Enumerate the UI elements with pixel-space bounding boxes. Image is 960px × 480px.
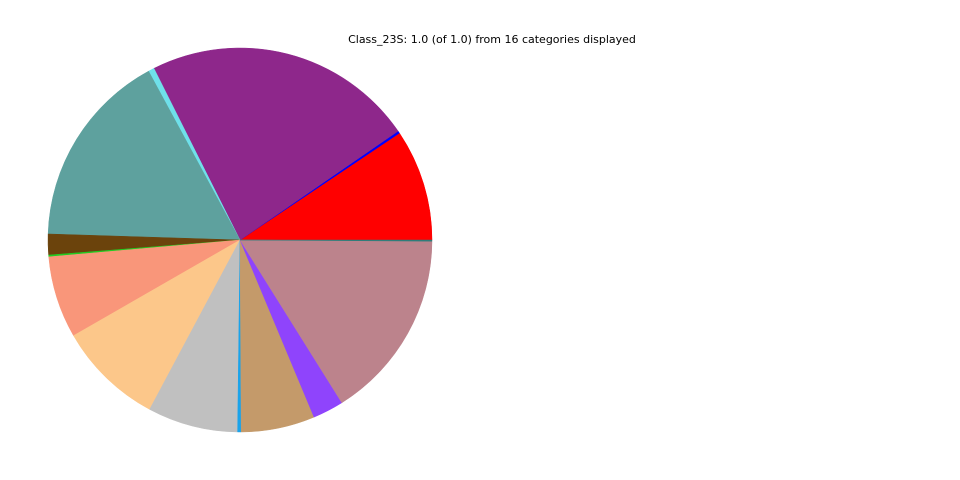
pie-slice-15 bbox=[239, 239, 433, 242]
pie-slice-3 bbox=[153, 47, 399, 241]
pie-slice-9 bbox=[73, 239, 241, 410]
pie-slice-14 bbox=[239, 239, 433, 404]
pie-slice-1 bbox=[239, 132, 433, 241]
pie-slice-5 bbox=[47, 70, 241, 241]
chart-title: Class_23S: 1.0 (of 1.0) from 16 categori… bbox=[348, 33, 636, 46]
